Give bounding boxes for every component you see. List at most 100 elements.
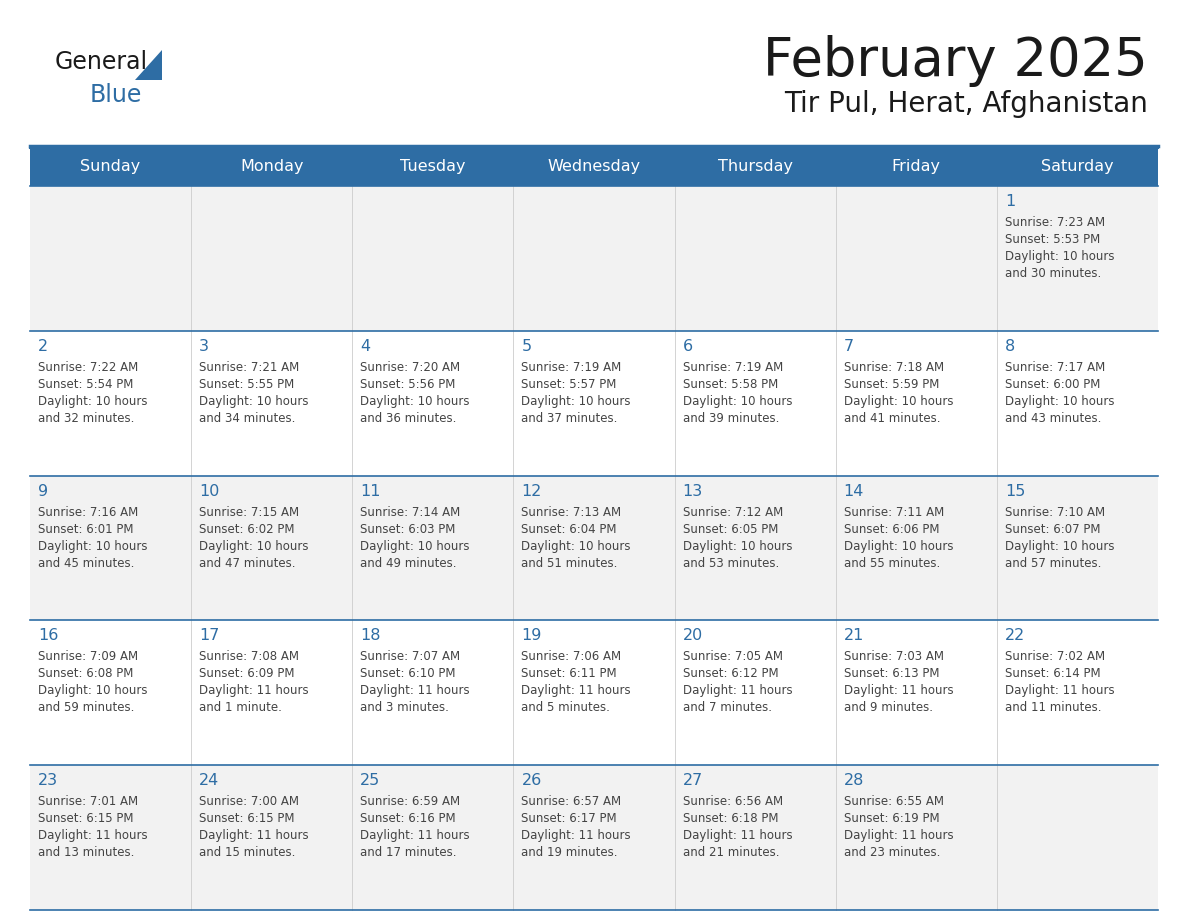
Text: Sunset: 6:19 PM: Sunset: 6:19 PM	[843, 812, 940, 825]
Text: and 9 minutes.: and 9 minutes.	[843, 701, 933, 714]
Text: 3: 3	[200, 339, 209, 353]
Text: Sunrise: 7:17 AM: Sunrise: 7:17 AM	[1005, 361, 1105, 374]
Text: and 19 minutes.: and 19 minutes.	[522, 846, 618, 859]
Text: Sunrise: 7:22 AM: Sunrise: 7:22 AM	[38, 361, 138, 374]
Text: Sunset: 6:06 PM: Sunset: 6:06 PM	[843, 522, 940, 535]
Text: Daylight: 10 hours: Daylight: 10 hours	[38, 395, 147, 408]
Text: 26: 26	[522, 773, 542, 789]
Text: and 17 minutes.: and 17 minutes.	[360, 846, 456, 859]
Text: Daylight: 11 hours: Daylight: 11 hours	[360, 829, 470, 842]
Text: Sunrise: 7:11 AM: Sunrise: 7:11 AM	[843, 506, 944, 519]
Text: 25: 25	[360, 773, 380, 789]
Text: Daylight: 10 hours: Daylight: 10 hours	[1005, 540, 1114, 553]
Text: Daylight: 10 hours: Daylight: 10 hours	[360, 540, 469, 553]
Text: 1: 1	[1005, 194, 1015, 209]
Text: Sunrise: 7:23 AM: Sunrise: 7:23 AM	[1005, 216, 1105, 229]
Text: and 34 minutes.: and 34 minutes.	[200, 412, 296, 425]
Text: 24: 24	[200, 773, 220, 789]
Text: 18: 18	[360, 629, 381, 644]
Text: Sunset: 6:09 PM: Sunset: 6:09 PM	[200, 667, 295, 680]
Text: Sunset: 6:07 PM: Sunset: 6:07 PM	[1005, 522, 1100, 535]
Text: 19: 19	[522, 629, 542, 644]
Text: 2: 2	[38, 339, 49, 353]
Text: Sunset: 6:08 PM: Sunset: 6:08 PM	[38, 667, 133, 680]
Text: Sunrise: 7:15 AM: Sunrise: 7:15 AM	[200, 506, 299, 519]
Text: Saturday: Saturday	[1041, 160, 1113, 174]
Text: Sunset: 6:17 PM: Sunset: 6:17 PM	[522, 812, 617, 825]
Text: Daylight: 11 hours: Daylight: 11 hours	[683, 685, 792, 698]
Text: 8: 8	[1005, 339, 1015, 353]
Text: Sunrise: 6:57 AM: Sunrise: 6:57 AM	[522, 795, 621, 808]
Text: Sunrise: 7:01 AM: Sunrise: 7:01 AM	[38, 795, 138, 808]
Text: Sunset: 6:05 PM: Sunset: 6:05 PM	[683, 522, 778, 535]
Text: Sunset: 5:53 PM: Sunset: 5:53 PM	[1005, 233, 1100, 246]
Text: Sunrise: 7:08 AM: Sunrise: 7:08 AM	[200, 650, 299, 664]
Bar	[30, 186, 1158, 330]
Text: February 2025: February 2025	[763, 35, 1148, 87]
Text: Daylight: 11 hours: Daylight: 11 hours	[200, 685, 309, 698]
Text: and 36 minutes.: and 36 minutes.	[360, 412, 456, 425]
Text: Daylight: 10 hours: Daylight: 10 hours	[200, 395, 309, 408]
Text: 12: 12	[522, 484, 542, 498]
Text: 16: 16	[38, 629, 58, 644]
Text: Sunrise: 7:07 AM: Sunrise: 7:07 AM	[360, 650, 461, 664]
Text: and 43 minutes.: and 43 minutes.	[1005, 412, 1101, 425]
Text: Daylight: 10 hours: Daylight: 10 hours	[360, 395, 469, 408]
Text: Sunset: 6:00 PM: Sunset: 6:00 PM	[1005, 378, 1100, 391]
Text: 7: 7	[843, 339, 854, 353]
Text: Daylight: 10 hours: Daylight: 10 hours	[38, 685, 147, 698]
Text: Sunset: 5:54 PM: Sunset: 5:54 PM	[38, 378, 133, 391]
Text: and 23 minutes.: and 23 minutes.	[843, 846, 940, 859]
Bar	[30, 476, 1158, 621]
Text: and 11 minutes.: and 11 minutes.	[1005, 701, 1101, 714]
Text: Sunrise: 7:21 AM: Sunrise: 7:21 AM	[200, 361, 299, 374]
Text: Sunset: 6:15 PM: Sunset: 6:15 PM	[38, 812, 133, 825]
Text: 4: 4	[360, 339, 371, 353]
Text: 13: 13	[683, 484, 703, 498]
Text: Daylight: 10 hours: Daylight: 10 hours	[200, 540, 309, 553]
Text: and 30 minutes.: and 30 minutes.	[1005, 267, 1101, 280]
Bar	[353, 148, 513, 186]
Polygon shape	[135, 50, 162, 80]
Bar	[30, 766, 1158, 910]
Text: Daylight: 10 hours: Daylight: 10 hours	[843, 395, 953, 408]
Text: and 39 minutes.: and 39 minutes.	[683, 412, 779, 425]
Text: Sunrise: 6:55 AM: Sunrise: 6:55 AM	[843, 795, 943, 808]
Text: and 53 minutes.: and 53 minutes.	[683, 556, 779, 569]
Text: and 3 minutes.: and 3 minutes.	[360, 701, 449, 714]
Text: Tuesday: Tuesday	[400, 160, 466, 174]
Text: Sunrise: 7:06 AM: Sunrise: 7:06 AM	[522, 650, 621, 664]
Text: 10: 10	[200, 484, 220, 498]
Text: and 55 minutes.: and 55 minutes.	[843, 556, 940, 569]
Text: Sunset: 6:12 PM: Sunset: 6:12 PM	[683, 667, 778, 680]
Text: Sunrise: 7:19 AM: Sunrise: 7:19 AM	[683, 361, 783, 374]
Text: Sunset: 5:57 PM: Sunset: 5:57 PM	[522, 378, 617, 391]
Text: 22: 22	[1005, 629, 1025, 644]
Text: and 45 minutes.: and 45 minutes.	[38, 556, 134, 569]
Text: Wednesday: Wednesday	[548, 160, 640, 174]
Text: Sunset: 5:58 PM: Sunset: 5:58 PM	[683, 378, 778, 391]
Text: 23: 23	[38, 773, 58, 789]
Text: Daylight: 10 hours: Daylight: 10 hours	[522, 395, 631, 408]
Text: Daylight: 11 hours: Daylight: 11 hours	[38, 829, 147, 842]
Text: 15: 15	[1005, 484, 1025, 498]
Text: Daylight: 11 hours: Daylight: 11 hours	[843, 829, 953, 842]
Text: Sunset: 6:13 PM: Sunset: 6:13 PM	[843, 667, 940, 680]
Text: Daylight: 10 hours: Daylight: 10 hours	[38, 540, 147, 553]
Text: Sunrise: 7:05 AM: Sunrise: 7:05 AM	[683, 650, 783, 664]
Text: Sunset: 6:11 PM: Sunset: 6:11 PM	[522, 667, 617, 680]
Text: and 32 minutes.: and 32 minutes.	[38, 412, 134, 425]
Text: Tir Pul, Herat, Afghanistan: Tir Pul, Herat, Afghanistan	[784, 90, 1148, 118]
Text: Sunrise: 7:03 AM: Sunrise: 7:03 AM	[843, 650, 943, 664]
Text: and 1 minute.: and 1 minute.	[200, 701, 282, 714]
Text: Sunrise: 7:16 AM: Sunrise: 7:16 AM	[38, 506, 138, 519]
Text: 21: 21	[843, 629, 864, 644]
Text: Sunset: 6:14 PM: Sunset: 6:14 PM	[1005, 667, 1100, 680]
Text: Sunrise: 7:10 AM: Sunrise: 7:10 AM	[1005, 506, 1105, 519]
Text: 28: 28	[843, 773, 864, 789]
Bar	[513, 148, 675, 186]
Text: Blue: Blue	[90, 83, 143, 107]
Text: Sunrise: 6:56 AM: Sunrise: 6:56 AM	[683, 795, 783, 808]
Text: Sunset: 6:02 PM: Sunset: 6:02 PM	[200, 522, 295, 535]
Text: Daylight: 10 hours: Daylight: 10 hours	[683, 540, 792, 553]
